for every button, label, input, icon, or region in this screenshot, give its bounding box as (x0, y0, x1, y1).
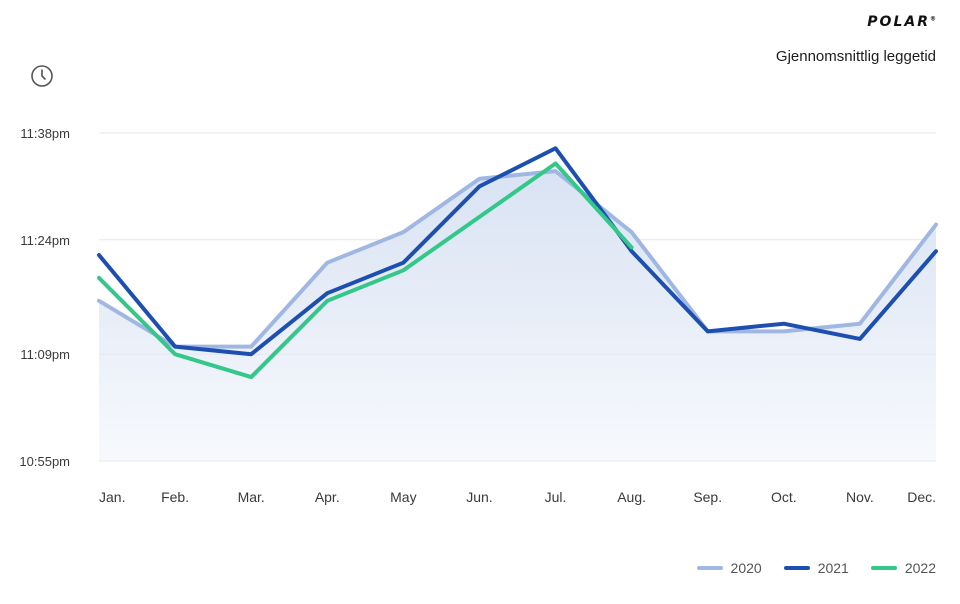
series-line-2022 (97, 161, 634, 380)
y-tick-label: 11:38pm (20, 126, 70, 141)
series-line-2021 (97, 146, 938, 357)
legend-label-2021: 2021 (817, 560, 849, 576)
legend-label-2022: 2022 (904, 560, 936, 576)
x-tick-label: Sep. (693, 489, 722, 505)
line-chart: 10:55pm 11:09pm 11:24pm 11:38pm Jan. Feb. Mar.… (19, 126, 938, 505)
x-tick-label: Aug. (617, 489, 646, 505)
legend-swatch-2021 (783, 566, 810, 570)
legend-item-2022: 2022 (870, 560, 936, 576)
clock-icon (30, 64, 54, 93)
x-tick-label: Oct. (771, 489, 797, 505)
x-tick-label: Apr. (315, 489, 340, 505)
legend-swatch-2022 (870, 566, 897, 570)
chart-title: Gjennomsnittlig leggetid (775, 48, 936, 65)
x-tick-label: Nov. (846, 489, 874, 505)
legend: 2020 2021 2022 (696, 560, 936, 576)
x-tick-label: Feb. (161, 489, 189, 505)
legend-label-2020: 2020 (730, 560, 762, 576)
x-tick-label: Mar. (238, 489, 265, 505)
x-tick-label: Jul. (545, 489, 567, 505)
y-tick-label: 10:55pm (19, 454, 70, 469)
legend-item-2020: 2020 (696, 560, 762, 576)
legend-item-2021: 2021 (783, 560, 849, 576)
x-tick-label: May (390, 489, 416, 505)
x-tick-label: Dec. (907, 489, 936, 505)
x-tick-label: Jun. (466, 489, 492, 505)
x-tick-label: Jan. (99, 489, 125, 505)
y-tick-label: 11:24pm (20, 233, 70, 248)
polar-logo: POLAR® (867, 14, 936, 30)
series-line-2020 (97, 169, 938, 349)
y-tick-label: 11:09pm (20, 347, 70, 362)
legend-swatch-2020 (696, 566, 723, 570)
area-fill (99, 171, 936, 462)
